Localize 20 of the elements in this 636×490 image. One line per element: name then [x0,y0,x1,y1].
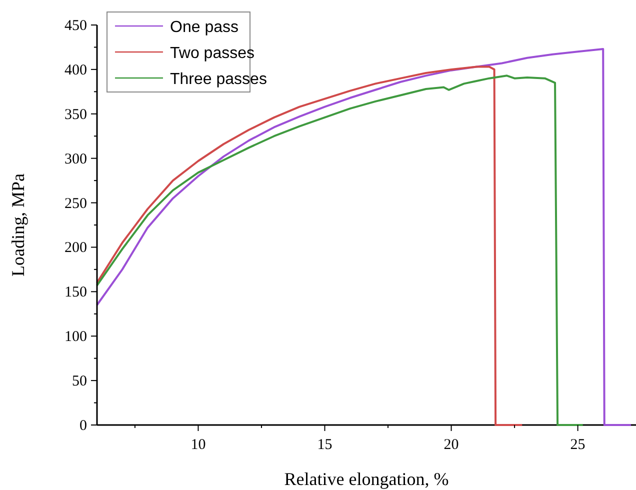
y-tick-label: 50 [72,374,87,390]
x-tick-label: 15 [317,437,332,453]
y-tick-label: 200 [64,240,87,256]
x-axis-title: Relative elongation, % [284,469,449,489]
y-axis-title: Loading, MPa [8,174,28,276]
x-tick-label: 10 [190,437,206,453]
y-tick-label: 350 [64,106,87,123]
x-tick-label: 25 [570,437,586,453]
legend-label: Three passes [170,71,267,88]
y-tick-label: 250 [64,196,87,212]
x-tick-label: 20 [444,437,459,453]
y-tick-label: 400 [64,62,87,78]
y-tick-label: 0 [80,418,87,434]
y-tick-label: 300 [64,151,87,168]
legend-label: Two passes [170,45,254,62]
y-tick-label: 150 [64,284,87,301]
y-tick-label: 450 [64,18,87,34]
line-series [96,48,632,426]
y-tick-label: 100 [64,329,87,346]
legend-label: One pass [170,19,238,36]
